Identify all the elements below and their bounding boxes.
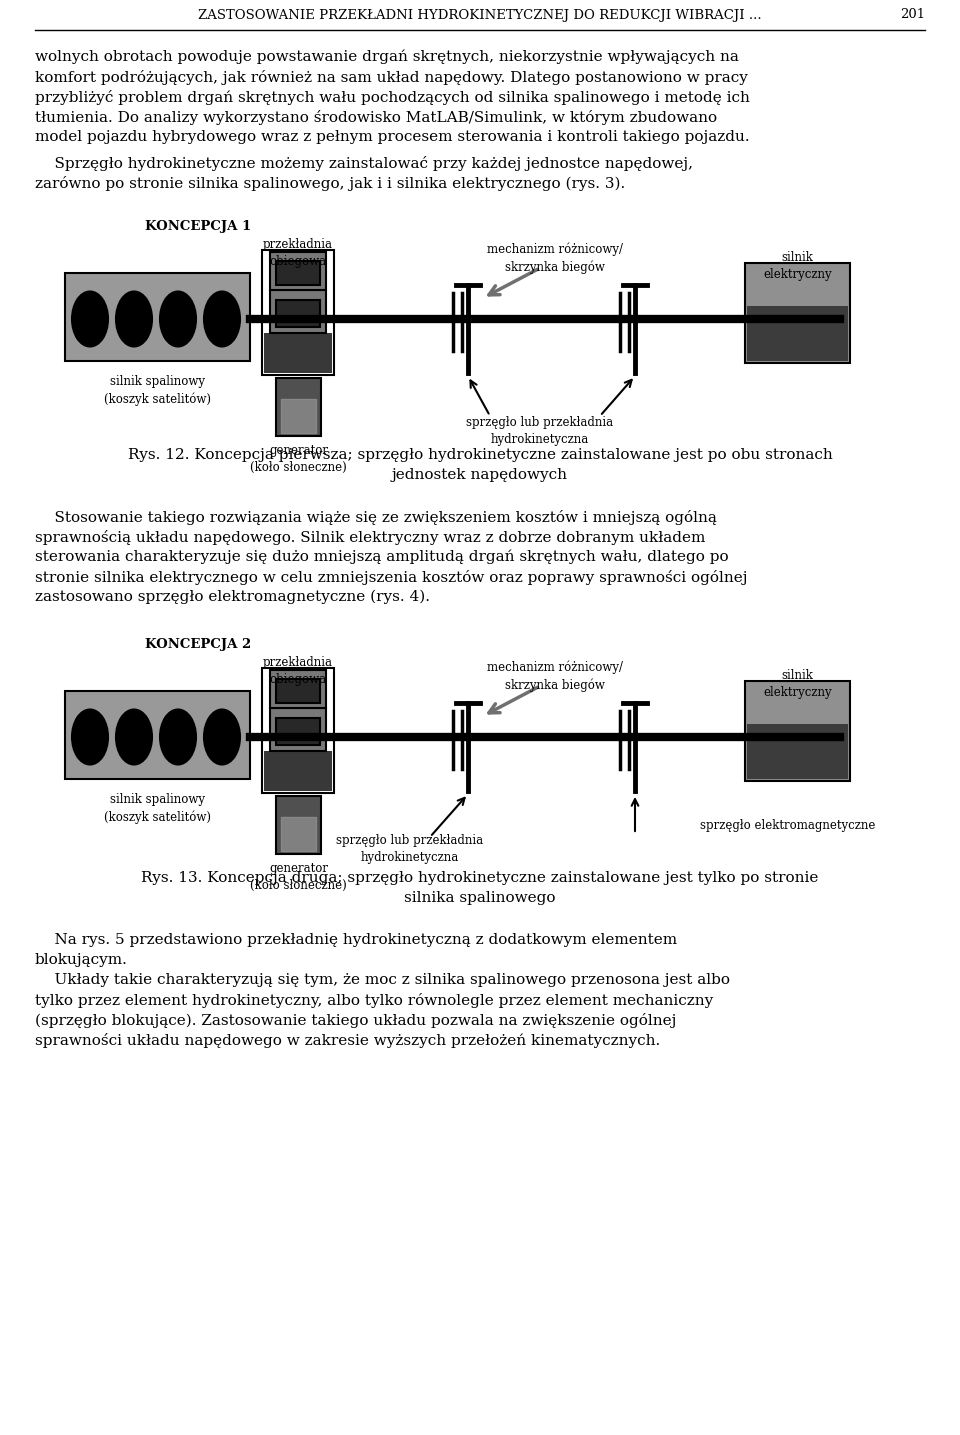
Text: (sprzęgło blokujące). Zastosowanie takiego układu pozwala na zwiększenie ogólnej: (sprzęgło blokujące). Zastosowanie takie… [35, 1013, 677, 1027]
Bar [276, 679, 320, 703]
Ellipse shape [72, 709, 108, 765]
Ellipse shape [160, 709, 196, 765]
Text: sprzęgło lub przekładnia
hydrokinetyczna: sprzęgło lub przekładnia hydrokinetyczna [336, 834, 484, 864]
Bar [745, 682, 850, 781]
Text: silnik
elektryczny: silnik elektryczny [763, 669, 831, 699]
Ellipse shape [160, 291, 196, 346]
Text: przybliżyć problem drgań skrętnych wału pochodzących od silnika spalinowego i me: przybliżyć problem drgań skrętnych wału … [35, 90, 750, 105]
Text: ZASTOSOWANIE PRZEKŁADNI HYDROKINETYCZNEJ DO REDUKCJI WIBRACJI ...: ZASTOSOWANIE PRZEKŁADNI HYDROKINETYCZNEJ… [198, 9, 762, 22]
Bar [276, 261, 320, 286]
Text: Sprzęgło hydrokinetyczne możemy zainstalować przy każdej jednostce napędowej,: Sprzęgło hydrokinetyczne możemy zainstal… [35, 156, 693, 171]
Bar [65, 692, 250, 779]
Bar [262, 669, 334, 794]
Text: Stosowanie takiego rozwiązania wiąże się ze zwiększeniem kosztów i mniejszą ogól: Stosowanie takiego rozwiązania wiąże się… [35, 509, 717, 525]
Text: silnik spalinowy
(koszyk satelitów): silnik spalinowy (koszyk satelitów) [104, 794, 211, 824]
Text: model pojazdu hybrydowego wraz z pełnym procesem sterowania i kontroli takiego p: model pojazdu hybrydowego wraz z pełnym … [35, 131, 750, 144]
Bar [281, 399, 316, 433]
Bar [270, 670, 326, 707]
Text: mechanizm różnicowy/
skrzynka biegów: mechanizm różnicowy/ skrzynka biegów [487, 243, 623, 274]
Text: silnika spalinowego: silnika spalinowego [404, 891, 556, 905]
Text: Rys. 12. Koncepcja pierwsza; sprzęgło hydrokinetyczne zainstalowane jest po obu : Rys. 12. Koncepcja pierwsza; sprzęgło hy… [128, 448, 832, 462]
Bar [264, 751, 332, 791]
Bar [65, 273, 250, 362]
Text: zastosowano sprzęgło elektromagnetyczne (rys. 4).: zastosowano sprzęgło elektromagnetyczne … [35, 590, 430, 604]
Bar [281, 817, 316, 851]
Bar [276, 796, 321, 854]
Ellipse shape [116, 709, 152, 765]
Text: przekładnia
obiegowa: przekładnia obiegowa [263, 238, 333, 268]
Bar [276, 300, 320, 327]
Text: Rys. 13. Koncepcja druga; sprzęgło hydrokinetyczne zainstalowane jest tylko po s: Rys. 13. Koncepcja druga; sprzęgło hydro… [141, 871, 819, 885]
Text: sprzęgło lub przekładnia
hydrokinetyczna: sprzęgło lub przekładnia hydrokinetyczna [467, 416, 613, 446]
Text: Układy takie charakteryzują się tym, że moc z silnika spalinowego przenosona jes: Układy takie charakteryzują się tym, że … [35, 973, 730, 987]
Bar [270, 290, 326, 333]
Bar [747, 306, 848, 362]
Text: stronie silnika elektrycznego w celu zmniejszenia kosztów oraz poprawy sprawnośc: stronie silnika elektrycznego w celu zmn… [35, 570, 748, 585]
Text: mechanizm różnicowy/
skrzynka biegów: mechanizm różnicowy/ skrzynka biegów [487, 662, 623, 692]
Text: komfort podróżujących, jak również na sam układ napędowy. Dlatego postanowiono w: komfort podróżujących, jak również na sa… [35, 70, 748, 85]
Text: jednostek napędowych: jednostek napędowych [392, 468, 568, 482]
Text: wolnych obrotach powoduje powstawanie drgań skrętnych, niekorzystnie wpływającyc: wolnych obrotach powoduje powstawanie dr… [35, 50, 739, 65]
Text: silnik
elektryczny: silnik elektryczny [763, 251, 831, 281]
Ellipse shape [116, 291, 152, 346]
Bar [745, 263, 850, 363]
Text: tłumienia. Do analizy wykorzystano środowisko MatLAB/Simulink, w którym zbudowan: tłumienia. Do analizy wykorzystano środo… [35, 110, 717, 125]
Text: przekładnia
obiegowa: przekładnia obiegowa [263, 656, 333, 686]
Bar [270, 707, 326, 751]
Text: 201: 201 [900, 9, 925, 22]
Text: tylko przez element hydrokinetyczny, albo tylko równolegle przez element mechani: tylko przez element hydrokinetyczny, alb… [35, 993, 713, 1007]
Bar [264, 333, 332, 373]
Ellipse shape [72, 291, 108, 346]
Text: sprzęgło elektromagnetyczne: sprzęgło elektromagnetyczne [700, 819, 876, 832]
Bar [270, 253, 326, 290]
Text: Na rys. 5 przedstawiono przekładnię hydrokinetyczną z dodatkowym elementem: Na rys. 5 przedstawiono przekładnię hydr… [35, 933, 677, 947]
Text: sprawnością układu napędowego. Silnik elektryczny wraz z dobrze dobranym układem: sprawnością układu napędowego. Silnik el… [35, 530, 706, 545]
Bar [262, 250, 334, 375]
Text: generator
(koło słoneczne): generator (koło słoneczne) [251, 443, 347, 474]
Ellipse shape [204, 291, 240, 346]
Bar [276, 377, 321, 436]
Text: blokującym.: blokującym. [35, 953, 128, 967]
Text: sprawności układu napędowego w zakresie wyższych przełożeń kinematycznych.: sprawności układu napędowego w zakresie … [35, 1033, 660, 1048]
Text: silnik spalinowy
(koszyk satelitów): silnik spalinowy (koszyk satelitów) [104, 375, 211, 406]
Bar [276, 718, 320, 745]
Text: KONCEPCJA 1: KONCEPCJA 1 [145, 220, 252, 232]
Text: zarówno po stronie silnika spalinowego, jak i i silnika elektrycznego (rys. 3).: zarówno po stronie silnika spalinowego, … [35, 177, 625, 191]
Ellipse shape [204, 709, 240, 765]
Text: KONCEPCJA 2: KONCEPCJA 2 [145, 639, 252, 651]
Text: sterowania charakteryzuje się dużo mniejszą amplitudą drgań skrętnych wału, dlat: sterowania charakteryzuje się dużo mniej… [35, 550, 729, 564]
Bar [747, 725, 848, 779]
Text: generator
(koło słoneczne): generator (koło słoneczne) [251, 862, 347, 893]
